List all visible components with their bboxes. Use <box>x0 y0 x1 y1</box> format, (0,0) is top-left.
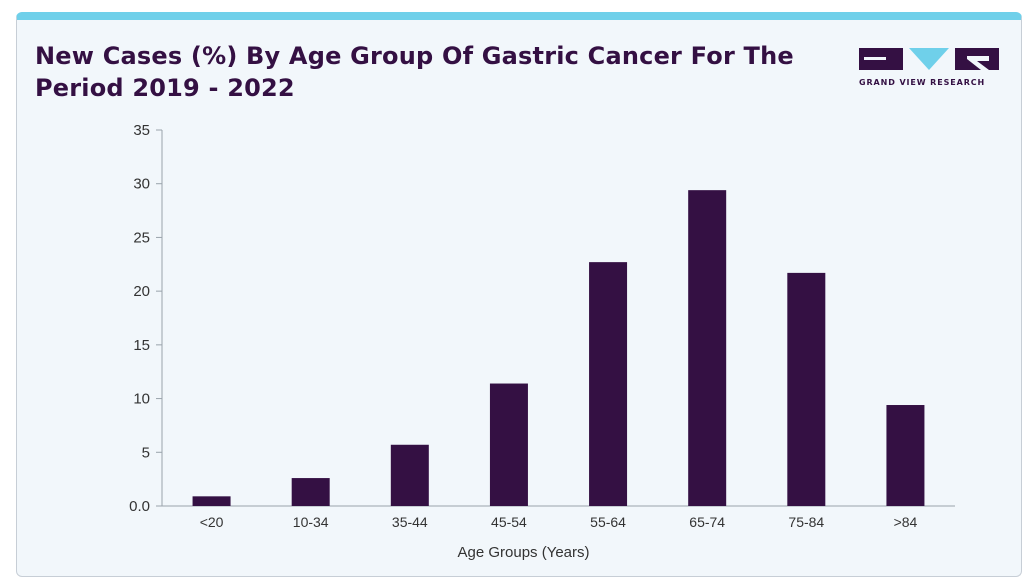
logo-text: GRAND VIEW RESEARCH <box>859 78 986 87</box>
x-axis-label: Age Groups (Years) <box>457 544 589 561</box>
x-tick-label: 35-44 <box>392 514 428 530</box>
chart-title: New Cases (%) By Age Group Of Gastric Ca… <box>35 42 794 102</box>
bar <box>489 383 528 506</box>
x-tick-label: >84 <box>894 514 918 530</box>
x-tick-label: 75-84 <box>788 514 824 530</box>
bar <box>589 262 628 506</box>
y-tick-label: 0.0 <box>129 498 150 515</box>
bar-chart: 0.0 5 10 15 20 25 30 35 <20 10-34 35-44 45-54 55-64 6… <box>129 122 955 561</box>
x-tick-label: 65-74 <box>689 514 725 530</box>
bar <box>390 444 429 506</box>
grand-view-research-logo: GRAND VIEW RESEARCH <box>859 48 1001 94</box>
y-tick-label: 5 <box>142 444 150 461</box>
chart-card: New Cases (%) By Age Group Of Gastric Ca… <box>16 12 1022 577</box>
gvr-logo-mark-icon <box>859 48 999 70</box>
y-tick-label: 30 <box>133 176 150 193</box>
x-tick-label: 45-54 <box>491 514 527 530</box>
x-tick-label: 10-34 <box>293 514 329 530</box>
y-tick-label: 15 <box>133 337 150 354</box>
y-tick-label: 20 <box>133 283 150 300</box>
bar <box>886 405 925 506</box>
bar <box>192 496 231 506</box>
y-tick-label: 25 <box>133 229 150 246</box>
x-tick-label: <20 <box>200 514 224 530</box>
x-tick-label: 55-64 <box>590 514 626 530</box>
bar <box>787 272 826 506</box>
bar <box>688 190 727 506</box>
bar <box>291 478 330 506</box>
y-tick-label: 35 <box>133 122 150 139</box>
y-tick-label: 10 <box>133 391 150 408</box>
